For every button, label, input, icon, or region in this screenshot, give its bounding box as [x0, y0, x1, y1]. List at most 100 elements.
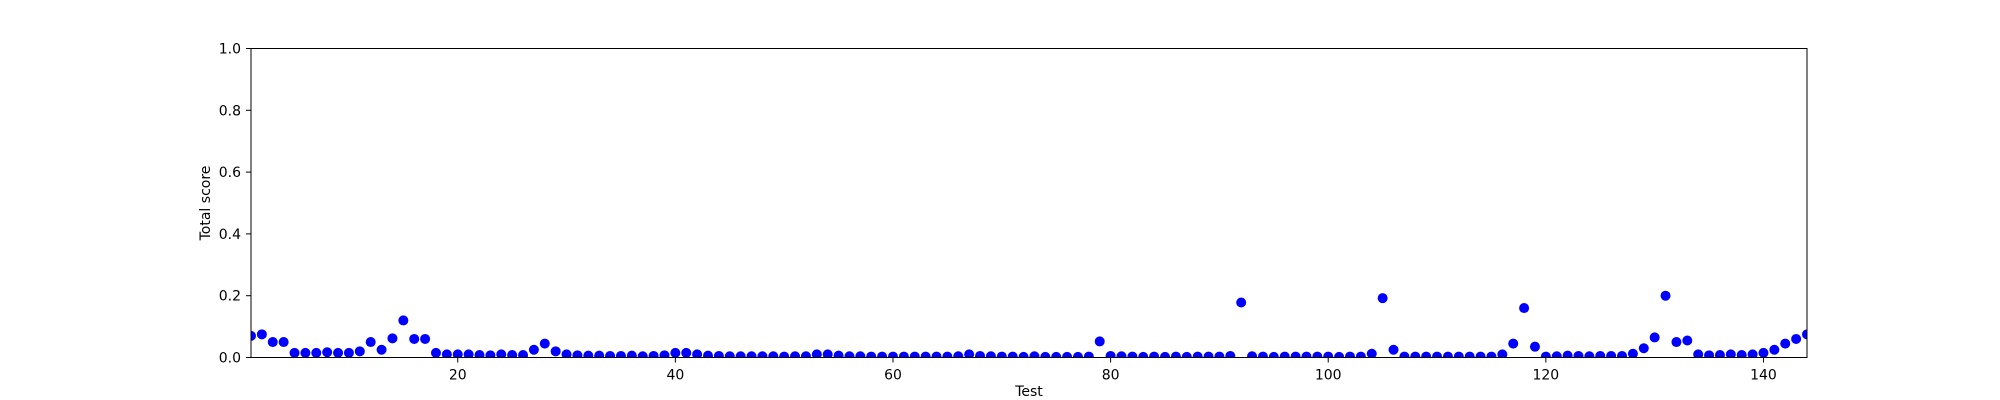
- data-point: [343, 347, 354, 358]
- data-point: [1366, 348, 1377, 358]
- data-point: [409, 333, 420, 344]
- data-point: [594, 350, 605, 358]
- data-point: [1116, 351, 1127, 358]
- x-axis-label: Test: [1014, 384, 1043, 400]
- data-point: [333, 347, 344, 358]
- data-point: [289, 347, 300, 358]
- data-point: [648, 350, 659, 358]
- data-point: [757, 351, 768, 358]
- data-point: [931, 351, 942, 358]
- data-point: [985, 351, 996, 358]
- data-point: [1791, 333, 1802, 344]
- data-point: [1072, 351, 1083, 358]
- data-point: [779, 351, 790, 358]
- data-point: [1769, 344, 1780, 355]
- data-point: [822, 349, 833, 358]
- data-point: [1704, 350, 1715, 358]
- data-point: [1312, 351, 1323, 358]
- data-point: [975, 350, 986, 358]
- data-point: [1105, 350, 1116, 358]
- data-point: [1181, 351, 1192, 358]
- y-axis-label: Total score: [198, 166, 214, 242]
- data-point: [768, 351, 779, 358]
- data-point: [1127, 351, 1138, 358]
- data-point: [877, 351, 888, 358]
- data-point: [1780, 338, 1791, 349]
- data-point: [1562, 350, 1573, 358]
- data-point: [1040, 351, 1051, 358]
- data-point: [1551, 351, 1562, 358]
- data-point: [953, 351, 964, 358]
- data-point: [1714, 350, 1725, 358]
- data-point: [844, 351, 855, 358]
- data-point: [1138, 351, 1149, 358]
- data-point: [920, 351, 931, 358]
- data-point: [605, 350, 616, 358]
- data-point: [387, 333, 398, 344]
- data-point: [1149, 351, 1160, 358]
- data-point: [1736, 350, 1747, 358]
- data-point: [528, 344, 539, 355]
- data-point: [1062, 351, 1073, 358]
- data-point: [311, 347, 322, 358]
- data-point: [833, 350, 844, 358]
- data-point: [251, 330, 256, 341]
- data-point: [1486, 351, 1497, 358]
- data-point: [474, 350, 485, 358]
- data-point: [713, 350, 724, 358]
- data-point: [703, 350, 714, 358]
- data-point: [441, 349, 452, 358]
- data-points: [251, 290, 1807, 358]
- y-tick-label: 0.4: [219, 227, 241, 243]
- data-point: [637, 351, 648, 358]
- x-tick-label: 60: [884, 368, 902, 384]
- data-point: [659, 350, 670, 358]
- data-point: [1051, 351, 1062, 358]
- data-point: [518, 350, 529, 358]
- data-point: [1475, 351, 1486, 358]
- data-point: [790, 351, 801, 358]
- data-point: [964, 349, 975, 358]
- data-point: [692, 349, 703, 358]
- data-point: [1083, 351, 1094, 358]
- plot-frame: [250, 48, 1808, 358]
- data-point: [452, 349, 463, 358]
- data-point: [1693, 349, 1704, 358]
- data-point: [1508, 338, 1519, 349]
- y-tick-label: 0.2: [219, 289, 241, 305]
- data-point: [1606, 350, 1617, 358]
- data-point: [1160, 351, 1171, 358]
- data-point: [463, 349, 474, 358]
- data-point: [746, 351, 757, 358]
- data-point: [583, 350, 594, 358]
- data-point: [1660, 290, 1671, 301]
- data-point: [1410, 351, 1421, 358]
- data-point: [430, 347, 441, 358]
- data-point: [1203, 351, 1214, 358]
- data-point: [887, 351, 898, 358]
- data-point: [300, 347, 311, 358]
- data-point: [1529, 341, 1540, 352]
- x-tick-label: 100: [1315, 368, 1342, 384]
- data-point: [1464, 351, 1475, 358]
- data-point: [1170, 351, 1181, 358]
- data-point: [1519, 303, 1530, 314]
- data-point: [550, 346, 561, 357]
- data-point: [1214, 351, 1225, 358]
- data-point: [256, 329, 267, 340]
- data-point: [1671, 337, 1682, 348]
- data-point: [1758, 347, 1769, 358]
- data-point: [1377, 293, 1388, 304]
- data-point: [1573, 350, 1584, 358]
- x-axis-ticks: 20 40 60 80 100 120 140: [449, 357, 1777, 384]
- data-point: [866, 351, 877, 358]
- data-point: [1682, 335, 1693, 346]
- data-point: [1247, 351, 1258, 358]
- data-point: [1649, 332, 1660, 343]
- data-point: [1290, 351, 1301, 358]
- x-tick-label: 20: [449, 368, 467, 384]
- data-point: [1018, 351, 1029, 358]
- data-point: [1638, 343, 1649, 354]
- data-point: [942, 351, 953, 358]
- data-point: [507, 350, 518, 358]
